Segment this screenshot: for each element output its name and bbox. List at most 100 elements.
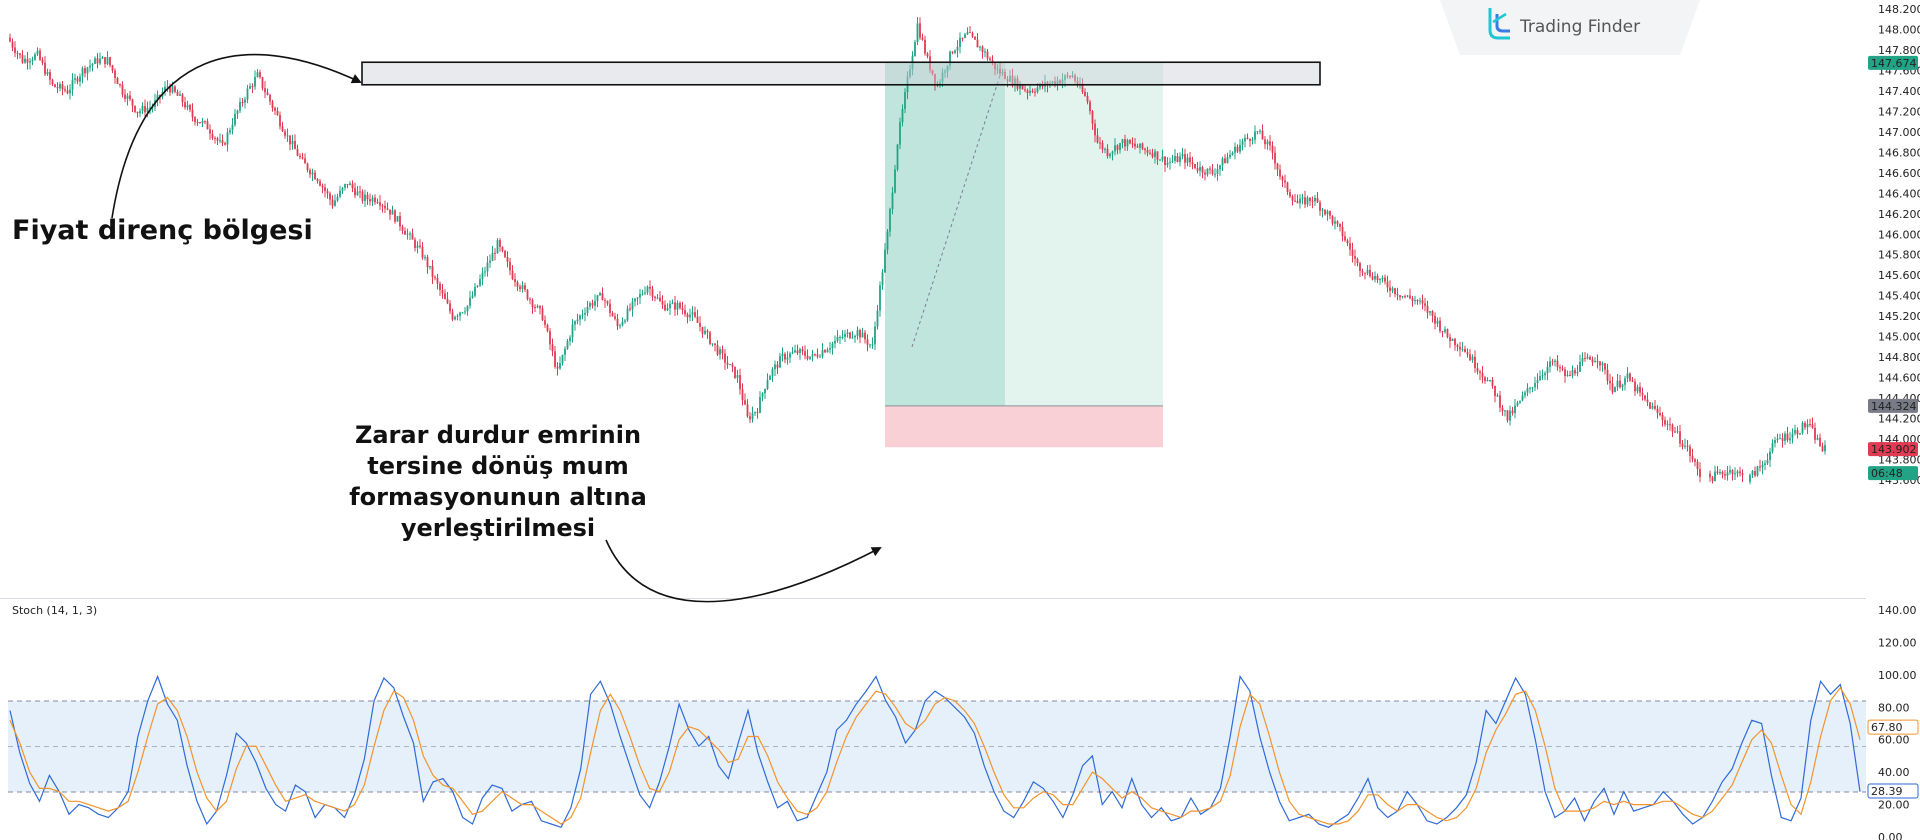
candle-body (1314, 197, 1316, 202)
candle-body (1149, 152, 1151, 154)
candle-body (146, 107, 149, 113)
candle-body (516, 282, 519, 287)
price-tick-label: 146.400 (1878, 187, 1920, 200)
candle-body (1159, 159, 1161, 161)
candle-body (709, 332, 711, 345)
candle-body (744, 400, 746, 405)
candle-body (1441, 330, 1444, 332)
candle-body (449, 303, 451, 312)
candle-body (976, 39, 979, 48)
price-axis[interactable] (1866, 0, 1920, 840)
candle-body (1309, 197, 1311, 201)
candle-body (1686, 445, 1689, 447)
candle-body (351, 183, 354, 189)
candle-body (901, 109, 904, 123)
candle-body (166, 86, 169, 88)
candle-body (729, 364, 731, 366)
stoch-indicator-title[interactable]: Stoch (14, 1, 3) (12, 604, 97, 617)
candle-body (626, 308, 629, 321)
candle-body (1811, 424, 1814, 428)
candle-body (994, 62, 996, 70)
candle-body (839, 336, 841, 338)
candle-body (189, 105, 191, 110)
candle-body (1669, 424, 1671, 426)
candle-body (1824, 445, 1826, 452)
candle-body (1751, 471, 1754, 475)
candle-body (274, 108, 276, 111)
price-tick-label: 145.200 (1878, 310, 1920, 323)
candle-body (404, 230, 406, 235)
candle-body (301, 157, 304, 159)
price-tick-label: 144.800 (1878, 351, 1920, 364)
candle-body (1261, 130, 1264, 140)
candle-body (229, 130, 231, 133)
candle-body (1501, 407, 1504, 411)
candle-body (231, 124, 234, 131)
candle-body (761, 393, 764, 397)
candle-body (569, 337, 571, 342)
candle-body (466, 305, 469, 312)
candle-body (81, 68, 84, 77)
price-tick-label: 144.600 (1878, 372, 1920, 385)
candle-body (201, 121, 204, 124)
candle-body (1504, 410, 1506, 412)
candle-body (1206, 168, 1209, 175)
candle-body (476, 285, 479, 287)
candle-body (1141, 143, 1144, 149)
stop-loss-zone[interactable] (885, 405, 1163, 448)
candle-body (854, 335, 856, 338)
candle-body (149, 107, 151, 109)
candle-body (1219, 165, 1221, 170)
candle-body (106, 57, 109, 65)
stoch-tick-label: 20.00 (1878, 799, 1910, 812)
candle-body (876, 310, 879, 327)
current-price-badge: 143.902 06:48 (1868, 442, 1918, 481)
candle-body (1736, 471, 1739, 474)
candle-body (346, 184, 349, 186)
candle-body (1359, 263, 1361, 271)
candle-body (806, 355, 809, 359)
candle-body (909, 69, 911, 77)
candle-body (141, 105, 144, 112)
candle-body (344, 184, 346, 188)
candle-body (286, 135, 289, 137)
candle-body (1166, 162, 1169, 166)
candle-body (276, 110, 279, 116)
candle-body (1394, 288, 1396, 295)
candle-body (139, 111, 141, 114)
profit-zone-active[interactable] (885, 62, 1005, 406)
candle-body (844, 333, 846, 337)
candle-body (1311, 200, 1314, 202)
candle-body (1614, 387, 1616, 393)
candle-body (739, 375, 741, 390)
candle-body (1719, 472, 1721, 474)
candle-body (816, 354, 819, 357)
candle-body (374, 197, 376, 203)
candle-body (1519, 400, 1521, 403)
candle-body (731, 364, 734, 367)
candle-body (524, 285, 526, 290)
profit-zone-pending[interactable] (1005, 62, 1163, 406)
candle-body (1354, 256, 1356, 259)
candle-body (109, 57, 111, 66)
resistance-zone[interactable] (361, 61, 1321, 86)
candle-body (1296, 201, 1299, 204)
candle-body (49, 72, 51, 80)
candle-body (311, 172, 314, 175)
candle-body (1229, 154, 1231, 158)
candle-body (1099, 142, 1101, 144)
candle-body (974, 36, 976, 40)
candle-body (1649, 402, 1651, 409)
candle-body (1716, 471, 1719, 473)
candle-body (1154, 151, 1156, 157)
stoch-series (9, 674, 1861, 829)
candle-body (1616, 380, 1619, 388)
resistance-arrow (111, 53, 362, 219)
candle-body (1101, 142, 1104, 150)
candle-body (204, 121, 206, 123)
candle-body (616, 318, 619, 327)
candle-body (1551, 361, 1554, 363)
candle-body (791, 352, 794, 354)
candle-body (409, 233, 411, 235)
